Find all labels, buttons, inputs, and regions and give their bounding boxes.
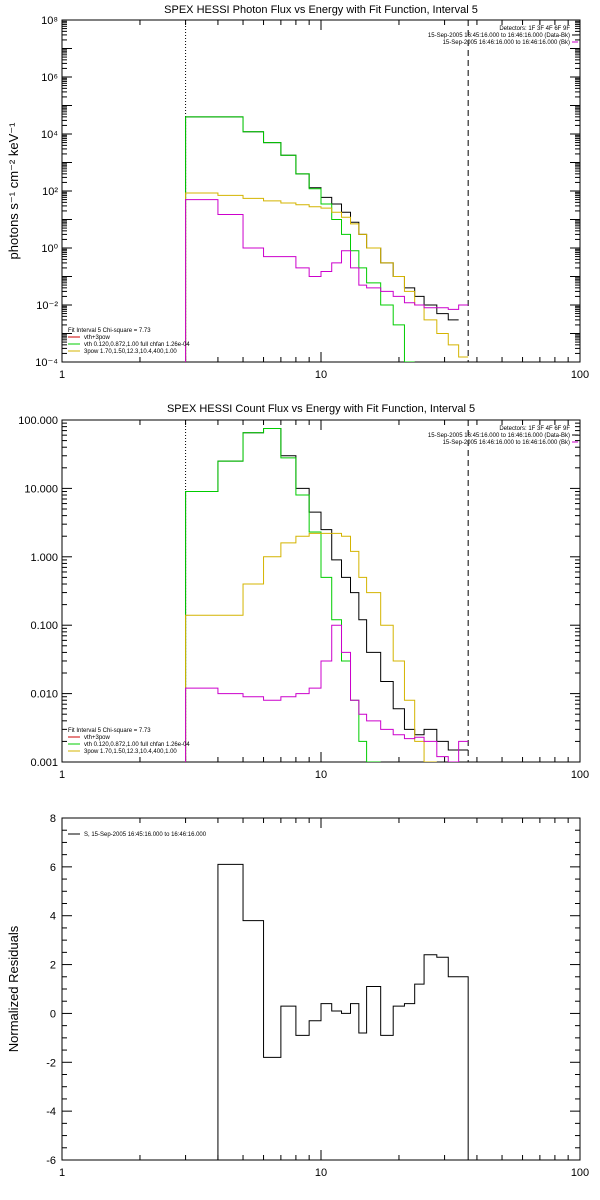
y-axis-label: Normalized Residuals <box>6 925 21 1052</box>
y-tick-label: 4 <box>50 911 56 923</box>
y-tick-label: 10⁶ <box>41 72 58 84</box>
chart-panel-2: SPEX HESSI Count Flux vs Energy with Fit… <box>18 403 589 781</box>
legend-entry: vth 0.120,0.872,1.00 full chfan 1.26e-04 <box>84 342 190 348</box>
legend-entry: Fit Interval 5 Chi-square = 7.73 <box>68 328 151 334</box>
x-tick-label: 10 <box>315 769 327 781</box>
chart-panel-1: SPEX HESSI Photon Flux vs Energy with Fi… <box>6 4 589 381</box>
legend-entry: 3pow 1.70,1.50,12.3,10.4,400,1.00 <box>84 349 177 355</box>
plot-frame <box>61 817 581 1161</box>
y-tick-label: 10⁻² <box>36 300 58 312</box>
series-total-line <box>185 116 459 362</box>
y-tick-label: 10⁰ <box>41 243 58 255</box>
y-tick-label: 0.010 <box>30 689 58 701</box>
y-tick-label: 10⁴ <box>41 129 58 141</box>
y-tick-label: 0.001 <box>30 757 58 769</box>
x-tick-label: 1 <box>59 769 65 781</box>
y-tick-label: 1.000 <box>30 552 58 564</box>
header-text: 15-Sep-2005 16:45:16.000 to 16:46:16.000… <box>428 433 570 439</box>
series-thermal-line <box>185 428 381 762</box>
header-text: Detectors: 1F 3F 4F 6F 9F <box>499 426 570 432</box>
series-thermal-line <box>185 116 415 362</box>
legend-entry: vth 0.120,0.872,1.00 full chfan 1.26e-04 <box>84 742 190 748</box>
y-tick-label: 10⁻⁴ <box>35 357 58 369</box>
x-tick-label: 1 <box>59 369 65 381</box>
y-tick-label: 6 <box>50 862 56 874</box>
legend-entry: vth+3pow <box>84 735 111 741</box>
y-tick-label: 10² <box>42 186 58 198</box>
y-tick-label: 0 <box>50 1008 56 1020</box>
x-tick-label: 10 <box>315 369 327 381</box>
series-background-line <box>185 624 469 762</box>
x-tick-label: 1 <box>59 1167 65 1179</box>
x-tick-label: 10 <box>315 1167 327 1179</box>
y-axis-label: photons s⁻¹ cm⁻² keV⁻¹ <box>6 122 21 260</box>
series-powerlaw-line <box>185 532 437 762</box>
legend-entry: vth+3pow <box>84 335 111 341</box>
header-text: 15-Sep-2005 16:45:16.000 to 16:46:16.000… <box>428 33 570 39</box>
y-tick-label: 8 <box>50 813 56 825</box>
header-text: 15-Sep-2005 16:46:16.000 to 16:46:16.000… <box>443 440 570 446</box>
legend-entry: 3pow 1.70,1.50,12.3,10.4,400,1.00 <box>84 749 177 755</box>
series-background-line <box>185 199 469 362</box>
x-tick-label: 100 <box>571 769 589 781</box>
y-tick-label: 100.000 <box>18 415 58 427</box>
y-tick-label: 10⁸ <box>41 15 58 27</box>
plot-frame <box>61 419 581 763</box>
chart-title: SPEX HESSI Count Flux vs Energy with Fit… <box>167 403 475 415</box>
y-tick-label: 2 <box>50 960 56 972</box>
y-tick-label: -6 <box>46 1155 56 1167</box>
y-tick-label: 0.100 <box>30 620 58 632</box>
series-powerlaw-line <box>185 192 469 362</box>
y-tick-label: -2 <box>46 1057 56 1069</box>
chart-title: SPEX HESSI Photon Flux vs Energy with Fi… <box>164 4 478 16</box>
y-tick-label: 10.000 <box>24 483 58 495</box>
header-text: Detectors: 1F 3F 4F 6F 9F <box>499 26 570 32</box>
legend-entry: Fit Interval 5 Chi-square = 7.73 <box>68 728 151 734</box>
y-tick-label: -4 <box>46 1106 56 1118</box>
legend-entry: S, 15-Sep-2005 16:45:16.000 to 16:46:16.… <box>84 832 207 838</box>
x-tick-label: 100 <box>571 1167 589 1179</box>
header-text: 15-Sep-2005 16:46:16.000 to 16:46:16.000… <box>443 40 570 46</box>
series-residuals-line <box>217 863 469 1160</box>
x-tick-label: 100 <box>571 369 589 381</box>
series-total-line <box>185 428 469 762</box>
chart-panel-3: 1 10 100 -6 -4 -2 0 2 4 6 8 Normalized Residuals S, … <box>6 813 589 1179</box>
